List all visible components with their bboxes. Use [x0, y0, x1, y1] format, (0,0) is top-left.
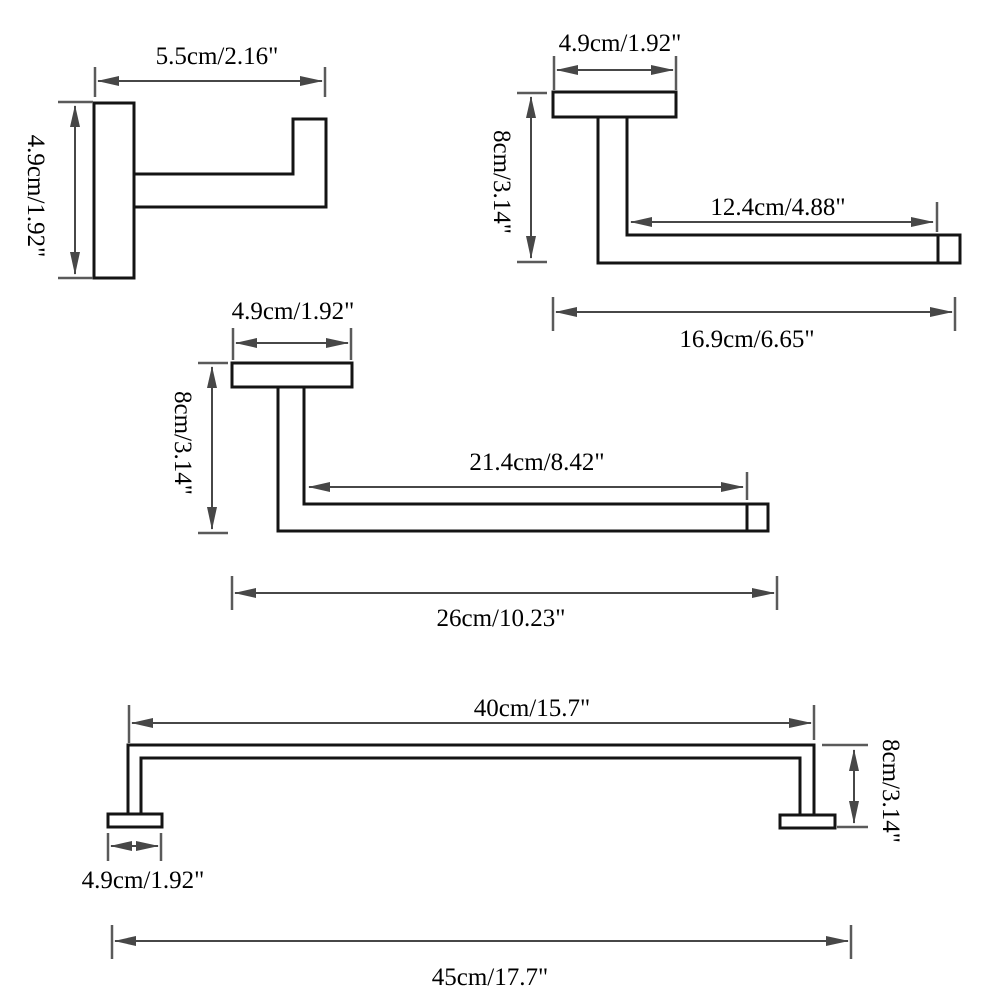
towel-bar-base-dimension: 4.9cm/1.92" [82, 833, 205, 894]
towel-bar-right-base [778, 813, 837, 830]
towel-bar-inner-label: 40cm/15.7" [474, 695, 590, 722]
holder-large-wall-plate [230, 361, 354, 389]
towel-holder-large-figure: 4.9cm/1.92" 8cm/3.14" 21.4cm/8.42" 26cm/… [169, 298, 779, 632]
towel-bar-height-dimension: 8cm/3.14" [822, 739, 904, 843]
holder-large-plate-label: 4.9cm/1.92" [232, 298, 355, 325]
holder-small-plate-label: 4.9cm/1.92" [559, 30, 682, 57]
towel-bar-figure: 40cm/15.7" 8cm/3.14" 4.9cm/1.92" 45cm/17… [82, 695, 904, 991]
robe-hook-height-label: 4.9cm/1.92" [22, 135, 49, 258]
towel-bar-inner-frame [139, 756, 802, 816]
holder-small-bar-dimension: 12.4cm/4.88" [630, 194, 939, 232]
holder-small-body [596, 115, 962, 265]
holder-small-height-label: 8cm/3.14" [488, 130, 515, 234]
holder-large-body [276, 385, 770, 533]
holder-small-plate-dimension: 4.9cm/1.92" [552, 30, 682, 90]
towel-bar-base-label: 4.9cm/1.92" [82, 867, 205, 894]
holder-small-overall-label: 16.9cm/6.65" [679, 326, 814, 353]
towel-bar-height-label: 8cm/3.14" [877, 739, 904, 843]
holder-large-bar-dimension: 21.4cm/8.42" [308, 449, 749, 500]
holder-small-wall-plate [551, 90, 678, 119]
holder-large-bar-label: 21.4cm/8.42" [469, 449, 604, 476]
holder-small-bar-label: 12.4cm/4.88" [710, 194, 845, 221]
holder-large-overall-dimension: 26cm/10.23" [230, 576, 779, 632]
robe-hook-height-dimension: 4.9cm/1.92" [22, 100, 93, 280]
robe-hook-wall-plate [92, 101, 136, 280]
towel-bar-inner-dimension: 40cm/15.7" [127, 695, 816, 743]
robe-hook-width-label: 5.5cm/2.16" [156, 43, 279, 70]
robe-hook-width-dimension: 5.5cm/2.16" [93, 43, 327, 97]
towel-bar-overall-dimension: 45cm/17.7" [110, 925, 853, 991]
holder-large-plate-dimension: 4.9cm/1.92" [232, 298, 355, 360]
robe-hook-figure: 5.5cm/2.16" 4.9cm/1.92" [22, 43, 328, 280]
holder-small-height-dimension: 8cm/3.14" [488, 91, 547, 264]
holder-large-height-dimension: 8cm/3.14" [169, 361, 228, 535]
robe-hook-arm [132, 117, 328, 209]
holder-large-overall-label: 26cm/10.23" [437, 605, 566, 632]
towel-bar-overall-label: 45cm/17.7" [432, 964, 548, 991]
holder-large-height-label: 8cm/3.14" [169, 391, 196, 495]
towel-bar-left-base [106, 812, 164, 829]
towel-holder-small-figure: 4.9cm/1.92" 8cm/3.14" 12.4cm/4.88" 16.9c… [488, 30, 962, 353]
towel-bar-outer-frame [126, 743, 816, 816]
holder-small-overall-dimension: 16.9cm/6.65" [551, 297, 957, 353]
